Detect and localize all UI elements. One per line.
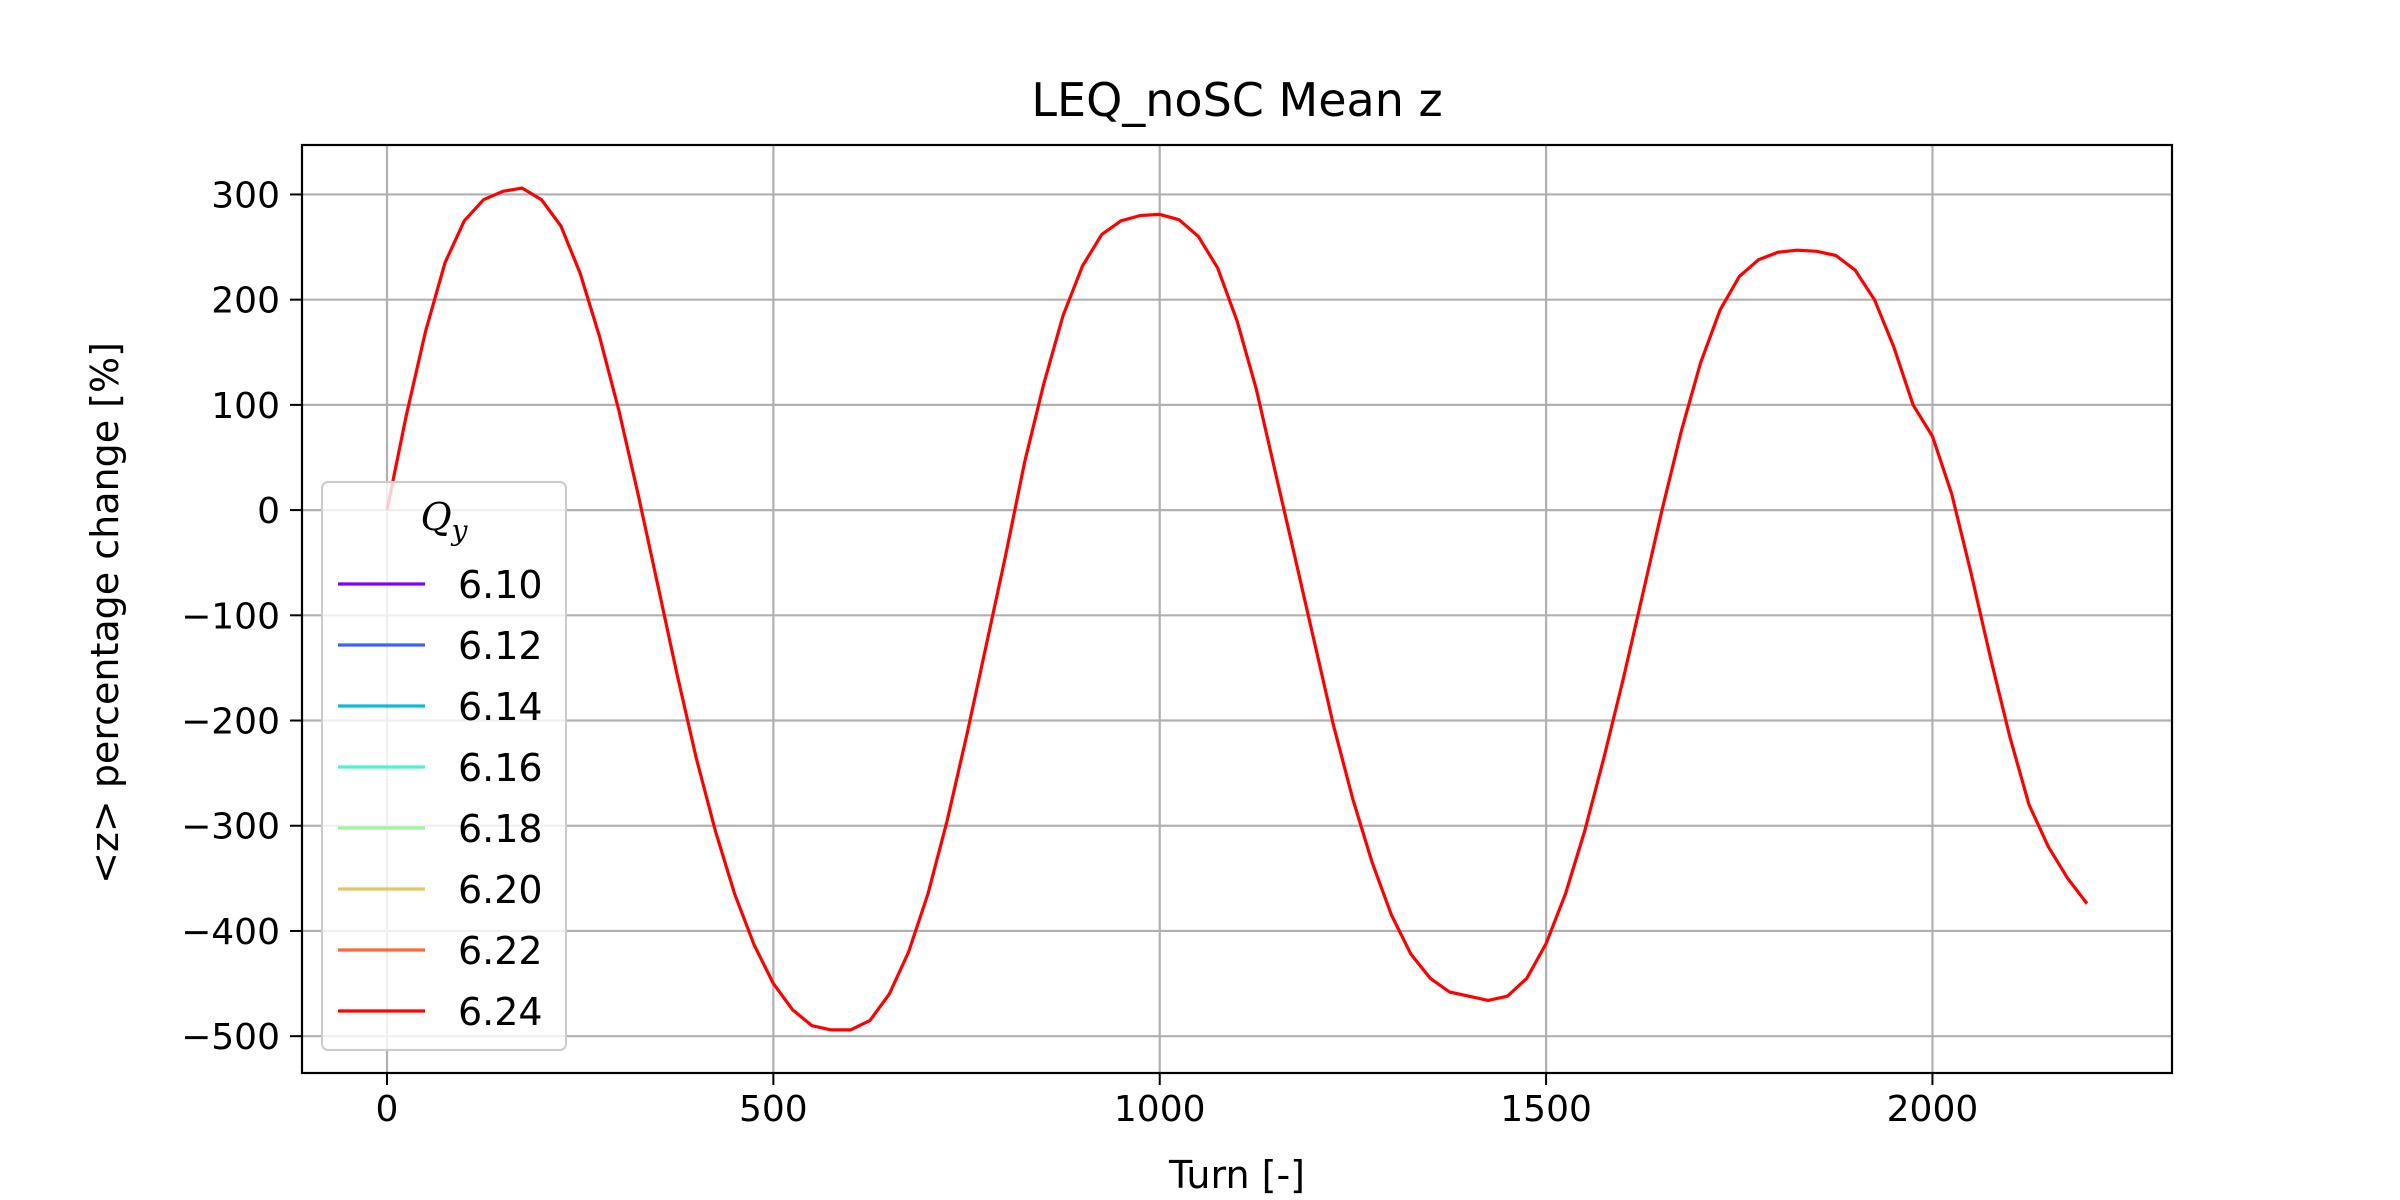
y-tick-label: 0	[257, 491, 280, 532]
y-tick-label: −200	[181, 702, 280, 743]
y-tick-label: −300	[181, 807, 280, 848]
legend-label: 6.22	[458, 929, 543, 973]
chart-title: LEQ_noSC Mean z	[1031, 73, 1442, 127]
legend-title-base: Q	[421, 495, 452, 539]
y-tick-label: 300	[211, 175, 280, 216]
x-axis-label: Turn [-]	[1168, 1153, 1305, 1197]
legend-label: 6.20	[458, 868, 543, 912]
legend-label: 6.14	[458, 685, 543, 729]
y-tick-label: −100	[181, 596, 280, 637]
legend-entries: 6.10 6.12 6.14 6.16 6.18 6.20 6.22 6.24	[338, 563, 543, 1034]
y-tick-label: 200	[211, 281, 280, 322]
legend-box	[321, 481, 567, 1051]
legend-title: Qy	[421, 495, 469, 547]
x-tick-label: 1000	[1114, 1089, 1206, 1130]
legend-label: 6.16	[458, 746, 543, 790]
y-tick-label: 100	[211, 386, 280, 427]
x-tick-label: 2000	[1887, 1089, 1979, 1130]
series-line-6-24	[385, 186, 2089, 1032]
y-axis-label: <z> percentage change [%]	[83, 342, 127, 884]
grid	[302, 145, 2172, 1073]
legend-label: 6.24	[458, 990, 543, 1034]
x-tick-label: 500	[739, 1089, 808, 1130]
y-tick-label: −500	[181, 1017, 280, 1058]
legend: Qy 6.10 6.12 6.14 6.16 6.18 6.20 6.22 6.24	[321, 481, 567, 1051]
legend-label: 6.18	[458, 807, 543, 851]
x-tick-label: 1500	[1500, 1089, 1592, 1130]
series-layer	[385, 186, 2089, 1032]
ticks: 0 500 1000 1500 20003002001000−100−200−300−4…	[181, 175, 1978, 1130]
x-tick-label: 0	[376, 1089, 399, 1130]
legend-label: 6.10	[458, 563, 543, 607]
legend-title-subscript: y	[450, 514, 469, 547]
y-tick-label: −400	[181, 912, 280, 953]
plot-frame	[300, 143, 2174, 1075]
legend-label: 6.12	[458, 624, 543, 668]
